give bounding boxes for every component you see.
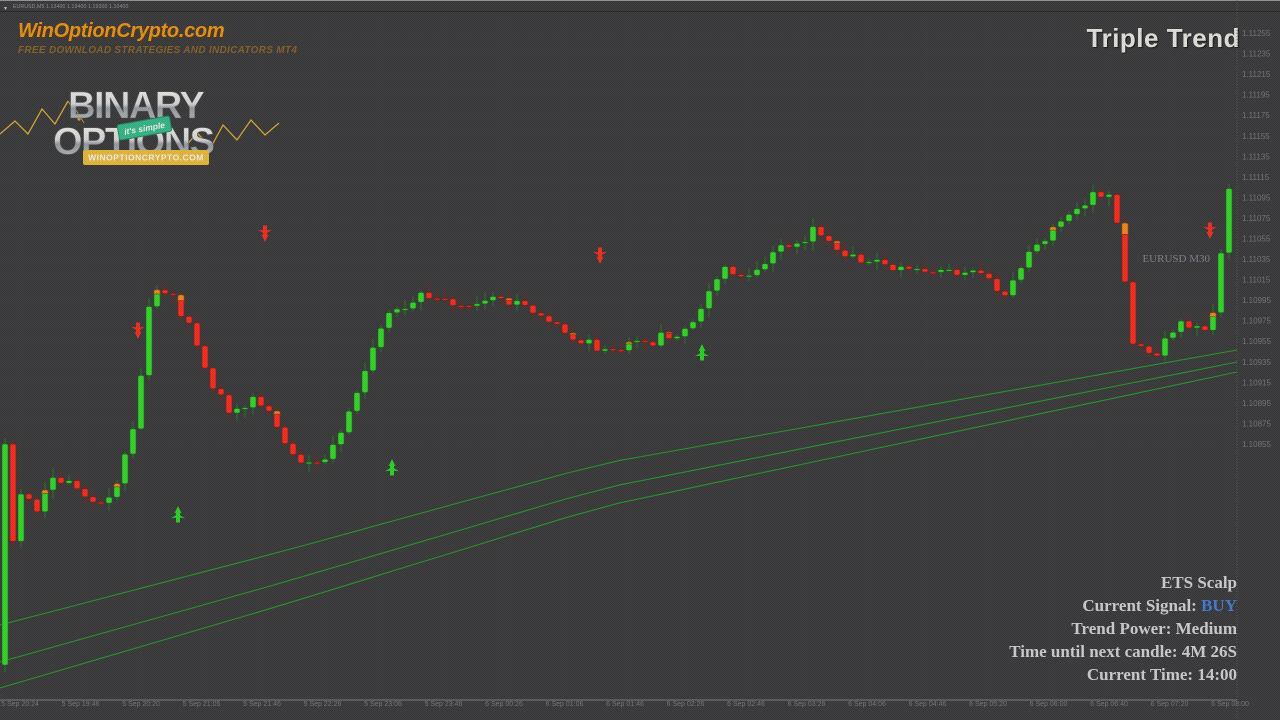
svg-text:Current Signal: BUY: Current Signal: BUY <box>1082 596 1237 615</box>
svg-text:1.11055: 1.11055 <box>1242 235 1271 244</box>
svg-text:1.11215: 1.11215 <box>1242 70 1271 79</box>
svg-text:1.10975: 1.10975 <box>1242 317 1271 326</box>
svg-text:1.11075: 1.11075 <box>1242 214 1271 223</box>
svg-text:WINOPTIONCRYPTO.COM: WINOPTIONCRYPTO.COM <box>88 153 204 163</box>
svg-text:6 Sep 04:06: 6 Sep 04:06 <box>848 701 886 708</box>
svg-text:1.10895: 1.10895 <box>1242 399 1271 408</box>
svg-text:5 Sep 23:46: 5 Sep 23:46 <box>425 701 463 708</box>
svg-text:1.11095: 1.11095 <box>1242 193 1271 202</box>
svg-text:6 Sep 06:40: 6 Sep 06:40 <box>1090 701 1128 708</box>
svg-text:1.11155: 1.11155 <box>1242 132 1270 141</box>
svg-text:Current Time: 14:00: Current Time: 14:00 <box>1087 665 1237 684</box>
svg-text:6 Sep 02:26: 6 Sep 02:26 <box>667 701 705 708</box>
svg-text:5 Sep 20:24: 5 Sep 20:24 <box>1 701 39 708</box>
svg-text:6 Sep 08:00: 6 Sep 08:00 <box>1211 701 1249 708</box>
svg-text:1.11035: 1.11035 <box>1242 255 1271 264</box>
svg-text:5 Sep 19:46: 5 Sep 19:46 <box>62 701 100 708</box>
svg-text:6 Sep 04:46: 6 Sep 04:46 <box>909 701 947 708</box>
svg-text:6 Sep 06:00: 6 Sep 06:00 <box>1030 701 1068 708</box>
svg-text:6 Sep 02:46: 6 Sep 02:46 <box>727 701 765 708</box>
svg-text:6 Sep 03:26: 6 Sep 03:26 <box>788 701 826 708</box>
svg-text:5 Sep 22:26: 5 Sep 22:26 <box>304 701 342 708</box>
svg-text:5 Sep 23:06: 5 Sep 23:06 <box>364 701 402 708</box>
svg-text:5 Sep 21:46: 5 Sep 21:46 <box>243 701 281 708</box>
svg-text:1.11235: 1.11235 <box>1242 50 1271 59</box>
svg-text:EURUSD M30: EURUSD M30 <box>1142 253 1210 265</box>
svg-text:6 Sep 01:06: 6 Sep 01:06 <box>546 701 584 708</box>
svg-text:6 Sep 01:46: 6 Sep 01:46 <box>606 701 644 708</box>
svg-text:1.10875: 1.10875 <box>1242 419 1271 428</box>
svg-text:1.10935: 1.10935 <box>1242 358 1271 367</box>
svg-text:6 Sep 05:20: 6 Sep 05:20 <box>969 701 1007 708</box>
svg-text:1.10855: 1.10855 <box>1242 440 1271 449</box>
svg-text:Time until next candle: 4M 26S: Time until next candle: 4M 26S <box>1009 642 1237 661</box>
svg-text:1.11135: 1.11135 <box>1242 152 1270 161</box>
svg-text:5 Sep 20:20: 5 Sep 20:20 <box>122 701 160 708</box>
svg-text:ETS Scalp: ETS Scalp <box>1161 573 1237 592</box>
svg-text:Trend Power: Medium: Trend Power: Medium <box>1071 619 1237 638</box>
svg-text:5 Sep 21:05: 5 Sep 21:05 <box>183 701 221 708</box>
svg-text:1.11175: 1.11175 <box>1242 111 1270 120</box>
svg-text:1.11255: 1.11255 <box>1242 29 1271 38</box>
svg-text:1.10955: 1.10955 <box>1242 337 1271 346</box>
svg-text:1.11015: 1.11015 <box>1242 276 1271 285</box>
svg-text:6 Sep 07:20: 6 Sep 07:20 <box>1151 701 1189 708</box>
svg-text:6 Sep 00:26: 6 Sep 00:26 <box>485 701 523 708</box>
svg-text:1.11195: 1.11195 <box>1242 91 1270 100</box>
svg-text:1.11115: 1.11115 <box>1242 173 1270 182</box>
svg-text:1.10995: 1.10995 <box>1242 296 1271 305</box>
svg-text:1.10915: 1.10915 <box>1242 378 1271 387</box>
